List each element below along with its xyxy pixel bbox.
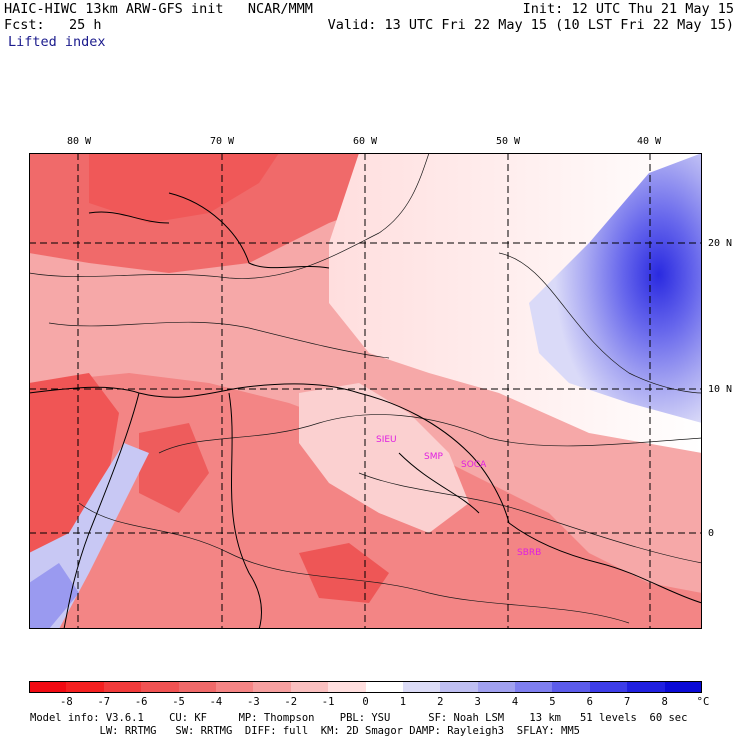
lon-label-70w: 70 W xyxy=(210,136,235,147)
lon-label-40w: 40 W xyxy=(637,136,662,147)
field-patch-2 xyxy=(139,423,209,513)
field-region-west xyxy=(29,373,119,553)
colorbar-tick-label: -4 xyxy=(209,696,223,708)
colorbar-frame xyxy=(29,681,702,693)
forecast-hour: Fcst: 25 h xyxy=(4,17,102,33)
colorbar-tick-label: -2 xyxy=(284,696,298,708)
station-label-smp: SMP xyxy=(424,452,443,462)
colorbar-swatch xyxy=(627,681,666,693)
colorbar-tick-label: 2 xyxy=(437,696,444,708)
station-label-sbrb: SBRB xyxy=(517,548,541,558)
colorbar-tick-label: -1 xyxy=(321,696,335,708)
init-time: Init: 12 UTC Thu 21 May 15 xyxy=(522,1,734,17)
colorbar-tick-label: -6 xyxy=(134,696,148,708)
colorbar-tick-label: 3 xyxy=(474,696,481,708)
colorbar-tick-label: 5 xyxy=(549,696,556,708)
colorbar-tick-label: 4 xyxy=(511,696,519,708)
colorbar-swatch xyxy=(440,681,479,693)
station-label-sieu: SIEU xyxy=(376,435,397,445)
colorbar-unit: °C xyxy=(696,696,710,708)
lat-lon-grid xyxy=(29,153,702,629)
field-region-pacific-core xyxy=(29,563,79,629)
colorbar-swatch xyxy=(402,681,441,693)
colorbar-tick-label: 0 xyxy=(362,696,369,708)
colorbar-tick-label: -5 xyxy=(172,696,185,708)
valid-time: Valid: 13 UTC Fri 22 May 15 (10 LST Fri … xyxy=(327,17,734,33)
field-region-guiana xyxy=(299,383,469,533)
colorbar-tick-label: -3 xyxy=(247,696,260,708)
colorbar-swatch xyxy=(141,681,180,693)
field-name: Lifted index xyxy=(8,34,106,50)
field-region-caribbean-core xyxy=(89,153,279,223)
colorbar-tick-label: 1 xyxy=(399,696,407,708)
colorbar-swatch xyxy=(515,681,553,693)
model-info-line2: LW: RRTMG SW: RRTMG DIFF: full KM: 2D Sm… xyxy=(30,725,580,737)
lat-label-10n: 10 N xyxy=(708,384,733,395)
colorbar-swatch xyxy=(66,681,105,693)
colorbar-swatch xyxy=(290,681,329,693)
field-patch-1 xyxy=(299,543,389,603)
lat-label-eq: 0 xyxy=(708,528,715,539)
model-info-line1: Model info: V3.6.1 CU: KF MP: Thompson P… xyxy=(30,712,688,724)
map-frame xyxy=(29,153,702,629)
colorbar-swatch xyxy=(253,681,292,693)
contour-lines xyxy=(29,153,702,624)
coastlines xyxy=(29,192,702,629)
colorbar-tick-label: -8 xyxy=(60,696,73,708)
field-region-stable-blue xyxy=(529,153,702,423)
lon-label-60w: 60 W xyxy=(353,136,378,147)
colorbar-tick-label: -7 xyxy=(97,696,111,708)
lon-label-80w: 80 W xyxy=(67,136,92,147)
colorbar-swatch xyxy=(178,681,217,693)
colorbar-swatch xyxy=(664,681,703,693)
colorbar-swatch xyxy=(328,681,366,693)
colorbar-tick-label: 8 xyxy=(661,696,668,708)
colorbar-swatch xyxy=(365,681,404,693)
colorbar-swatch xyxy=(589,681,628,693)
colorbar-swatch xyxy=(103,681,142,693)
colorbar-swatch xyxy=(552,681,591,693)
title-left: HAIC-HIWC 13km ARW-GFS init NCAR/MMM xyxy=(4,1,313,17)
lifted-index-map: SIEU SMP SOCA SBRB xyxy=(29,153,702,629)
colorbar-swatch xyxy=(29,681,67,693)
colorbar-swatch xyxy=(215,681,254,693)
station-label-soca: SOCA xyxy=(461,460,487,470)
colorbar-tick-label: 7 xyxy=(624,696,631,708)
lat-label-20n: 20 N xyxy=(708,238,733,249)
lon-label-50w: 50 W xyxy=(496,136,521,147)
colorbar-tick-label: 6 xyxy=(586,696,593,708)
colorbar-swatch xyxy=(477,681,516,693)
